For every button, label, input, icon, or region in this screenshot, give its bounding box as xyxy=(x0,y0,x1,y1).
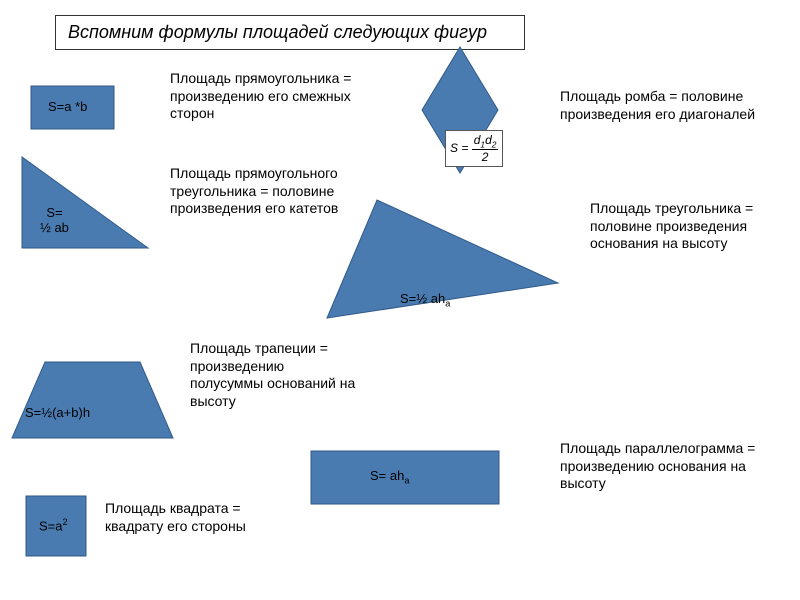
rhombus-formula-box: S = d1d22 xyxy=(445,130,503,167)
shape-rectangle: S=a *b xyxy=(30,85,115,135)
rect-formula-label: S=a *b xyxy=(48,99,87,114)
shape-trapezoid: S=½(a+b)h xyxy=(10,360,175,445)
rhombus-description: Площадь ромба = половине произведения ег… xyxy=(560,88,770,123)
para-formula-label: S= aha xyxy=(370,468,409,486)
trap-formula-label: S=½(a+b)h xyxy=(25,405,90,420)
title-text: Вспомним формулы площадей следующих фигу… xyxy=(68,22,487,42)
trap-svg xyxy=(10,360,175,440)
rtri-svg xyxy=(20,155,150,250)
rtri-formula-label: S=½ ab xyxy=(40,205,69,235)
para-description: Площадь параллелограмма = произведению о… xyxy=(560,440,760,493)
sq-description: Площадь квадрата = квадрату его стороны xyxy=(105,500,255,535)
rect-description: Площадь прямоугольника = произведению ег… xyxy=(170,70,380,123)
shape-square: S=a2 xyxy=(25,495,87,562)
shape-parallelogram: S= aha xyxy=(310,450,500,510)
shape-triangle: S=½ aha xyxy=(325,195,560,325)
trap-description: Площадь трапеции = произведению полусумм… xyxy=(190,340,360,410)
shape-right-triangle: S=½ ab xyxy=(20,155,150,255)
tri-description: Площадь треугольника = половине произвед… xyxy=(590,200,760,253)
sq-formula-label: S=a2 xyxy=(39,517,68,533)
rhombus-formula: S = d1d22 xyxy=(450,141,498,155)
tri-formula-label: S=½ aha xyxy=(400,291,450,309)
